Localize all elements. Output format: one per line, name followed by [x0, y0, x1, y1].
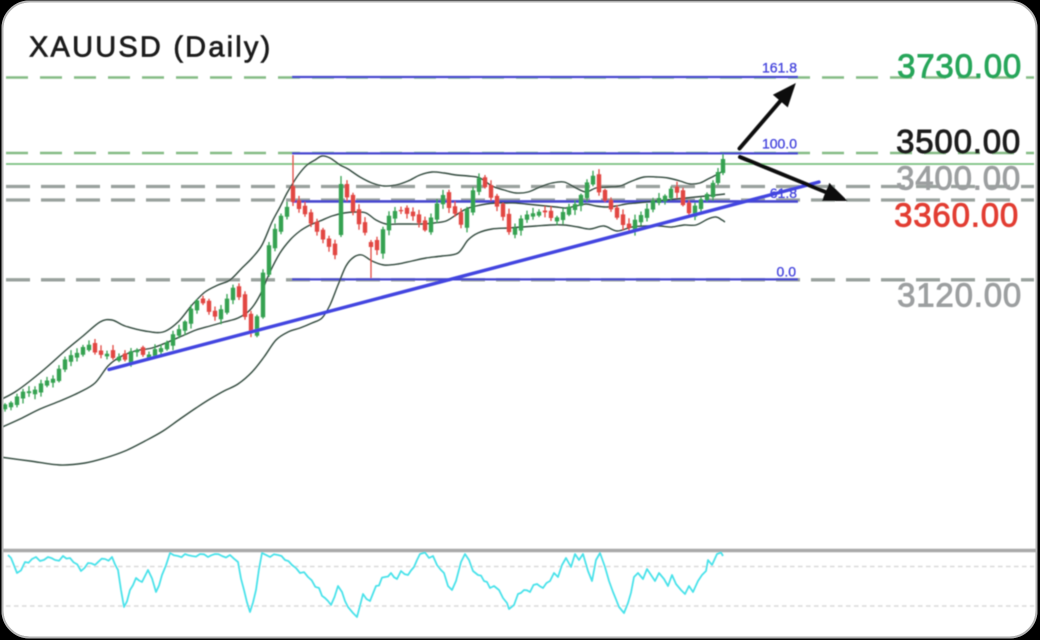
svg-text:0.0: 0.0: [777, 264, 797, 280]
svg-text:3730.00: 3730.00: [897, 48, 1022, 85]
svg-text:161.8: 161.8: [762, 60, 797, 76]
svg-text:3400.00: 3400.00: [896, 160, 1021, 197]
svg-text:XAUUSD (Daily): XAUUSD (Daily): [29, 32, 273, 64]
svg-text:100.0: 100.0: [762, 136, 797, 152]
svg-text:3360.00: 3360.00: [894, 197, 1019, 234]
svg-text:3500.00: 3500.00: [896, 123, 1021, 160]
svg-text:3120.00: 3120.00: [897, 277, 1022, 314]
